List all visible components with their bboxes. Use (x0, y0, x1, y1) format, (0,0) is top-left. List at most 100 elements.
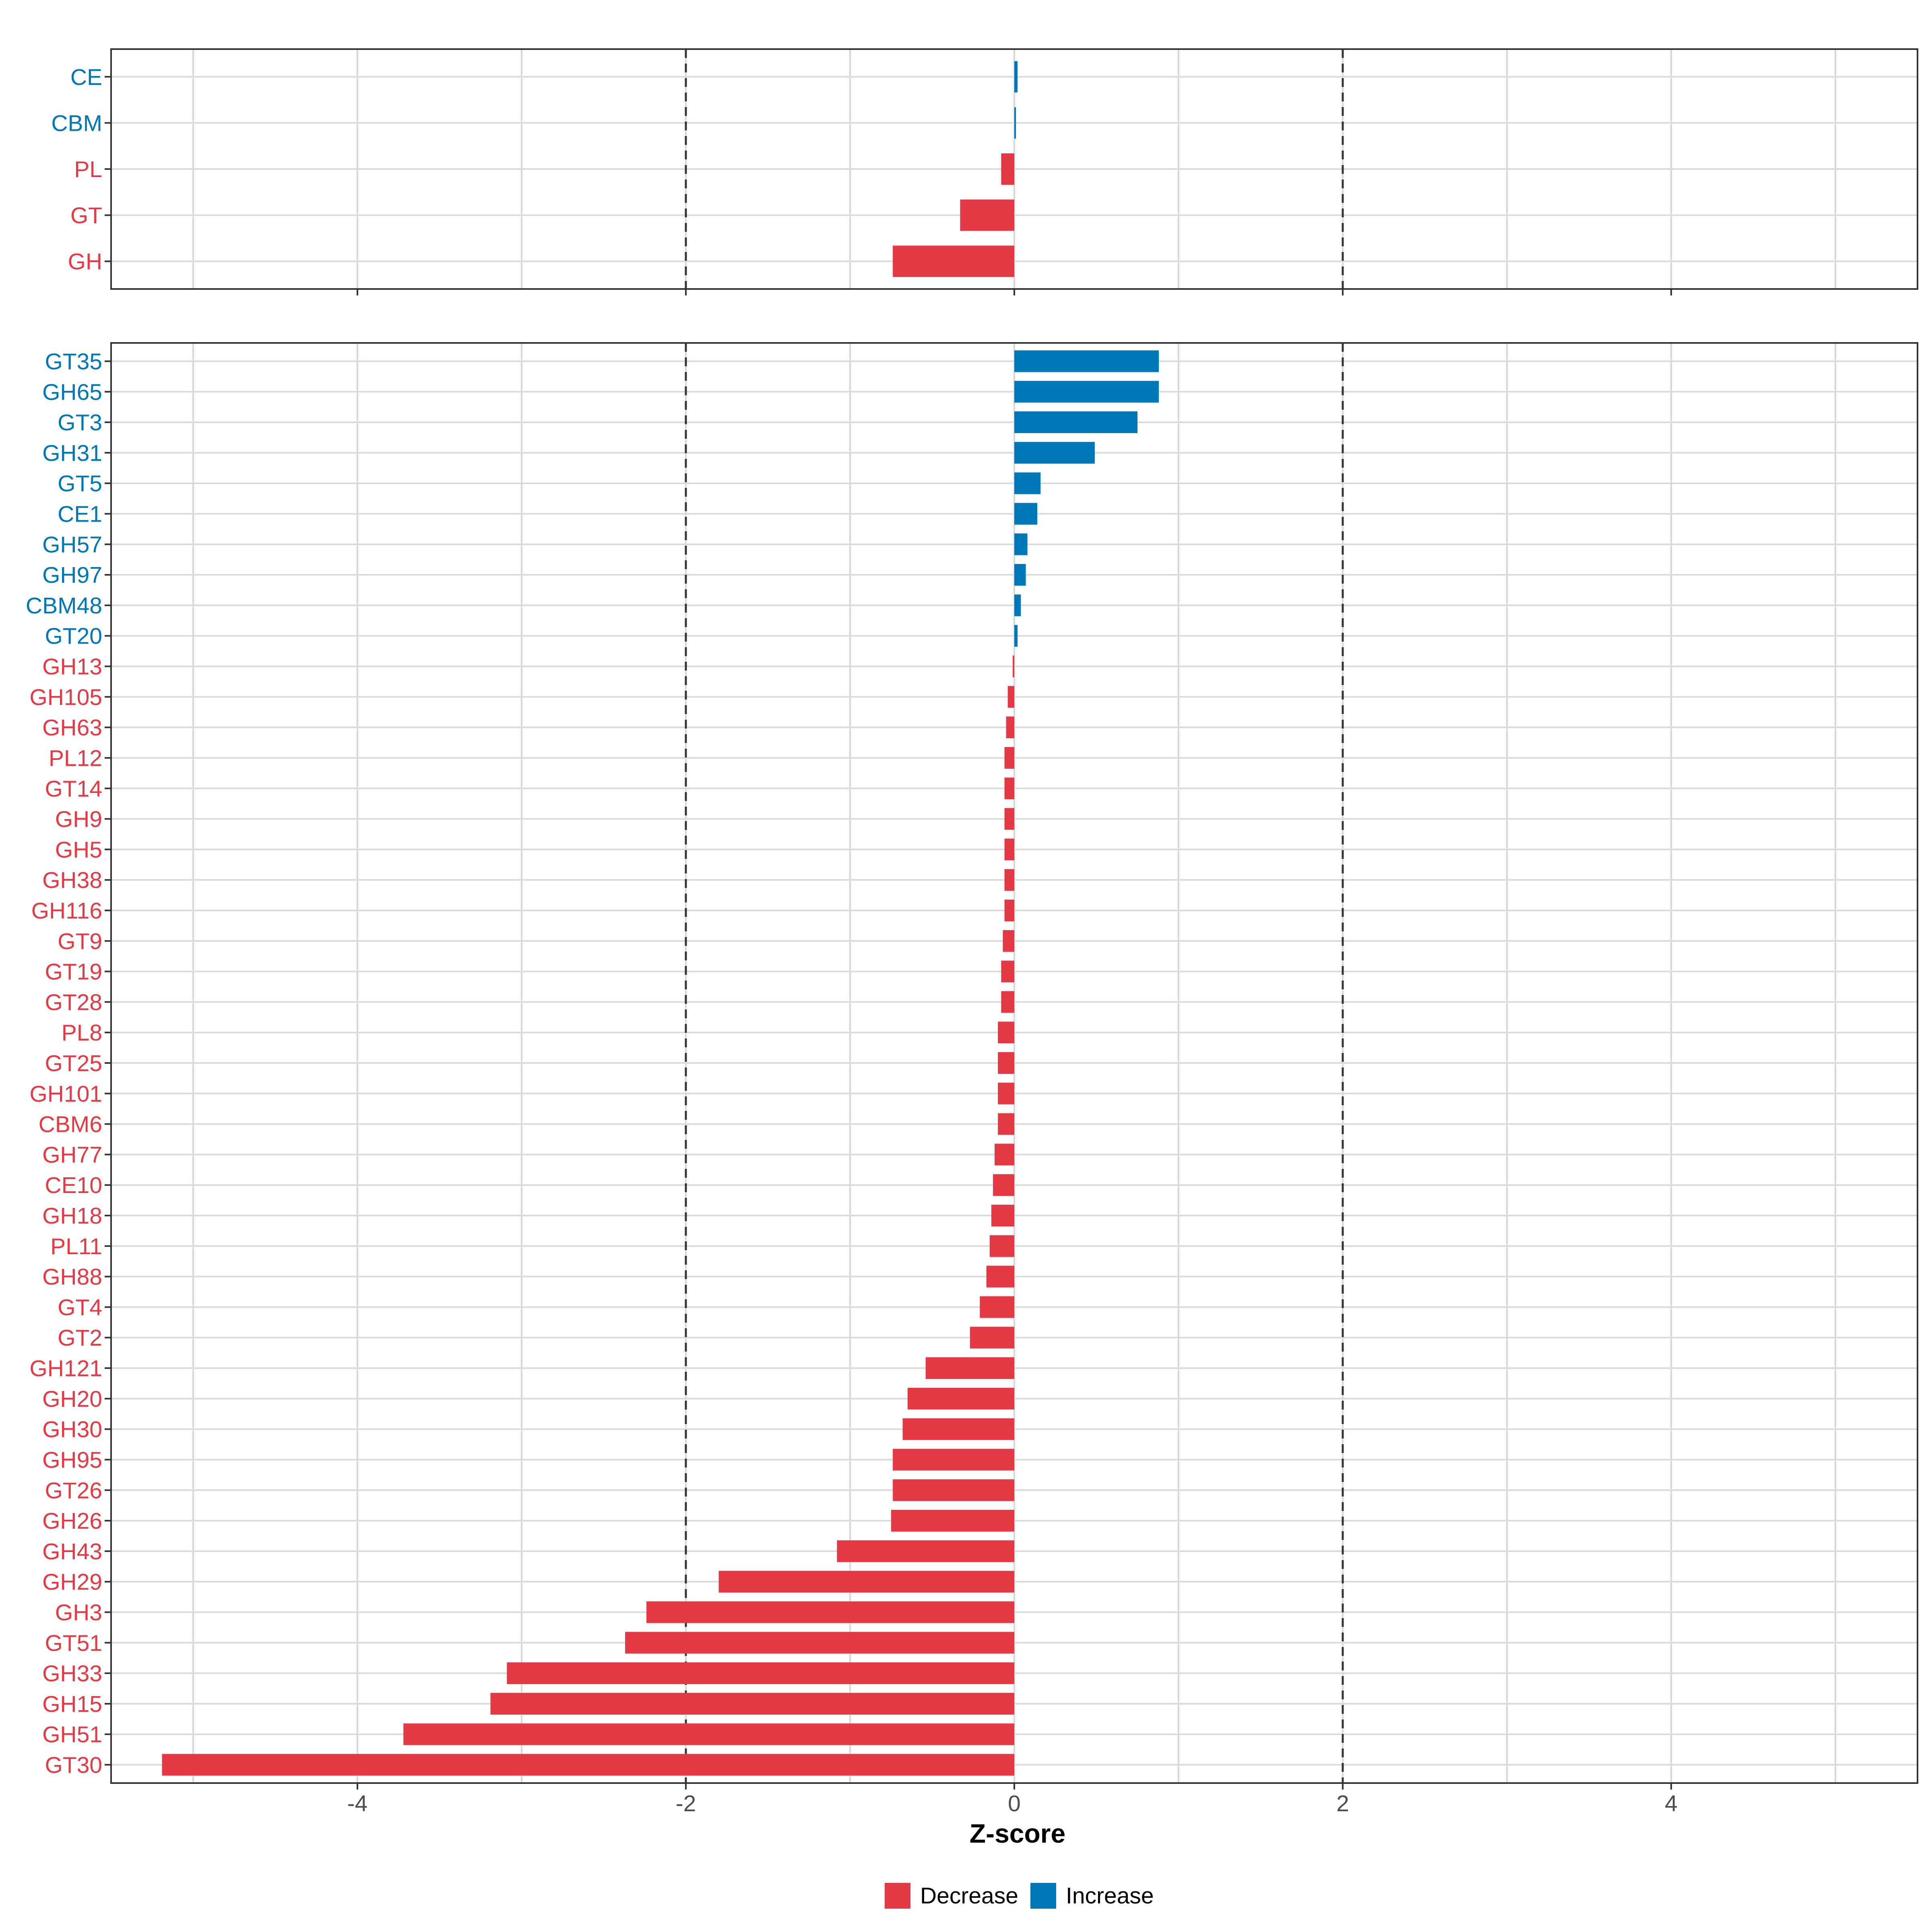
y-tick-label: PL12 (49, 745, 102, 771)
bar-gh116 (1004, 899, 1014, 921)
y-tick-label: GT (70, 203, 102, 229)
y-tick-label: GH5 (55, 837, 102, 863)
x-tick-label: -4 (347, 1791, 368, 1816)
bar-gt4 (980, 1296, 1014, 1318)
y-tick-label: GH95 (42, 1447, 102, 1473)
y-tick-label: GH38 (42, 867, 102, 893)
bar-gt30 (162, 1754, 1015, 1776)
y-tick-label: GT51 (45, 1630, 102, 1656)
bar-ce10 (993, 1174, 1014, 1196)
x-tick-label: 4 (1665, 1791, 1678, 1816)
y-tick-label: GH77 (42, 1142, 102, 1168)
legend-swatch-decrease (885, 1883, 910, 1909)
y-tick-label: GH121 (29, 1356, 102, 1381)
y-tick-label: CE (70, 64, 102, 90)
bar-gt20 (1014, 625, 1018, 647)
x-tick-label: 0 (1008, 1791, 1021, 1816)
y-tick-label: GT26 (45, 1478, 102, 1503)
bar-gh63 (1006, 716, 1014, 739)
y-tick-label: GH13 (42, 654, 102, 680)
bar-gh101 (998, 1082, 1014, 1104)
y-tick-label: PL (74, 157, 102, 182)
bar-gh88 (986, 1265, 1014, 1288)
y-tick-label: GT19 (45, 959, 102, 985)
bar-gt (960, 199, 1014, 231)
bar-ce1 (1014, 503, 1038, 525)
bar-pl8 (998, 1022, 1014, 1044)
y-tick-label: GH116 (31, 898, 102, 924)
y-tick-label: GT2 (58, 1325, 102, 1351)
bar-cbm6 (998, 1113, 1014, 1135)
y-tick-label: GH9 (55, 807, 102, 832)
bar-gt25 (998, 1052, 1014, 1074)
x-axis-title: Z-score (970, 1818, 1065, 1848)
y-tick-label: CBM6 (39, 1112, 102, 1137)
x-axis: -4 -2 0 2 4 (347, 1791, 1678, 1816)
family-panel: GT35 GH65 GT3 GH31 GT5 CE1 GH57 GH97 CBM48 GT20 GH… (26, 342, 1918, 1790)
bar-gh51 (403, 1723, 1014, 1745)
y-tick-label: GH20 (42, 1386, 102, 1412)
y-tick-label: GH (68, 249, 103, 275)
y-tick-label: GH43 (42, 1539, 102, 1565)
y-tick-label: PL8 (62, 1020, 102, 1046)
bar-gt19 (1001, 960, 1014, 983)
y-tick-label: GH88 (42, 1264, 102, 1290)
y-tick-label: GH18 (42, 1203, 102, 1229)
x-tick-label: 2 (1336, 1791, 1349, 1816)
bar-gh15 (490, 1693, 1014, 1715)
bar-gh18 (991, 1205, 1014, 1227)
y-tick-label: GH31 (42, 440, 102, 466)
y-tick-label: PL11 (50, 1234, 102, 1259)
bar-gh26 (891, 1510, 1014, 1532)
legend-label-decrease: Decrease (920, 1883, 1018, 1909)
bar-gh57 (1014, 533, 1028, 555)
bar-gh121 (925, 1357, 1014, 1379)
y-tick-label: GT28 (45, 989, 102, 1015)
y-tick-label: GT5 (58, 471, 102, 497)
y-tick-label: GH105 (29, 684, 102, 710)
y-tick-label: GT3 (58, 410, 102, 436)
y-tick-label: GH33 (42, 1661, 102, 1686)
y-tick-label: GH97 (42, 562, 102, 588)
y-tick-label: CE10 (45, 1172, 102, 1198)
bar-pl (1001, 153, 1014, 185)
class-panel: CE CBM PL GT GH (51, 48, 1918, 295)
bar-gh3 (646, 1601, 1014, 1623)
y-tick-label: GH30 (42, 1417, 102, 1443)
y-tick-label: GT25 (45, 1051, 102, 1076)
bar-gh43 (837, 1540, 1014, 1562)
bar-gh5 (1004, 838, 1014, 861)
legend: Decrease Increase (885, 1883, 1154, 1909)
y-tick-label: GT30 (45, 1752, 102, 1778)
bar-gt9 (1003, 930, 1014, 952)
y-tick-label: GH3 (55, 1600, 102, 1625)
bar-gt2 (970, 1327, 1014, 1349)
bar-cbm48 (1014, 594, 1021, 616)
y-tick-label: GH57 (42, 532, 102, 557)
bar-gh9 (1004, 808, 1014, 830)
bar-gh (893, 246, 1014, 277)
panel-border (110, 48, 1918, 290)
bar-gh97 (1014, 564, 1026, 586)
bar-pl11 (989, 1235, 1014, 1257)
bar-gh65 (1014, 381, 1159, 403)
bar-gh13 (1012, 655, 1014, 677)
bar-gt28 (1001, 991, 1014, 1013)
y-tick-label: GH51 (42, 1722, 102, 1748)
bar-gt26 (893, 1479, 1014, 1501)
bar-gt14 (1004, 777, 1014, 799)
bar-cbm (1014, 107, 1016, 139)
y-tick-label: CBM48 (26, 593, 102, 619)
bar-pl12 (1004, 747, 1014, 769)
bar-gh105 (1007, 686, 1014, 708)
y-tick-label: GH65 (42, 379, 102, 405)
bar-gh33 (507, 1662, 1014, 1684)
y-tick-label: GT35 (45, 349, 102, 374)
y-tick-label: GT4 (58, 1294, 102, 1320)
bar-gh95 (893, 1449, 1014, 1471)
bar-gh77 (995, 1144, 1014, 1166)
bar-gt51 (625, 1632, 1014, 1654)
y-tick-label: CE1 (58, 502, 102, 527)
y-tick-label: GT20 (45, 623, 102, 649)
bar-gh20 (907, 1387, 1014, 1410)
